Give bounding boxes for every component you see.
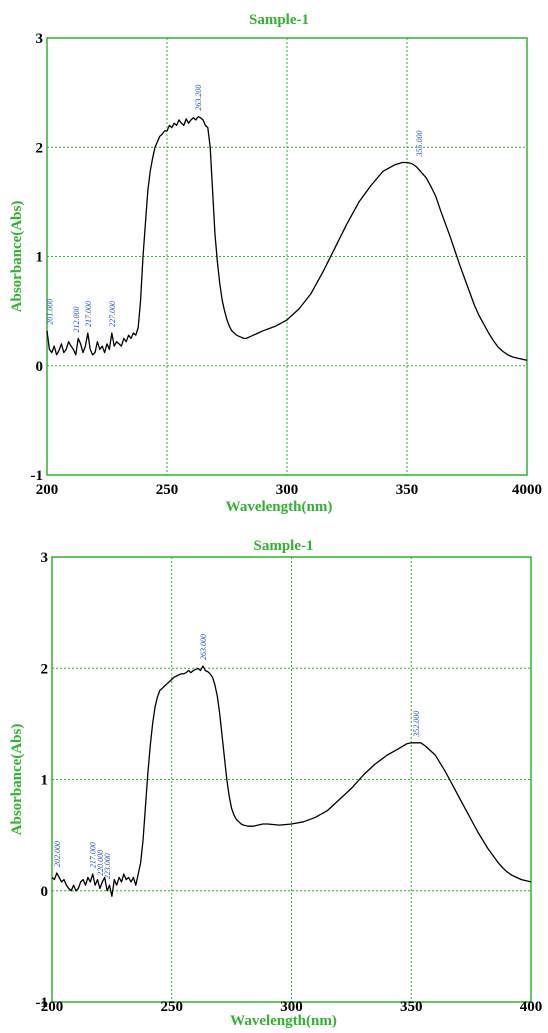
y-tick-label: 2 — [36, 140, 44, 156]
peak-label: 355.000 — [415, 131, 424, 158]
peak-label: 263.000 — [199, 634, 208, 660]
x-tick-label: 250 — [161, 999, 184, 1015]
y-tick-label: 3 — [36, 31, 44, 47]
y-tick-label: 2 — [41, 661, 49, 677]
chart-title: Sample-1 — [249, 12, 309, 28]
x-tick-label: 300 — [280, 999, 303, 1015]
plot-frame — [46, 37, 528, 476]
y-tick-label: -1 — [36, 995, 49, 1011]
y-tick-label: 3 — [41, 550, 49, 566]
plot-frame — [51, 556, 532, 1003]
y-tick-label: 0 — [41, 884, 49, 900]
x-tick-label: 400 — [520, 999, 543, 1015]
y-axis-label: Absorbance(Abs) — [9, 724, 25, 836]
peak-label: 227.000 — [108, 301, 117, 327]
y-tick-label: 1 — [41, 773, 49, 789]
y-axis-label: Absorbance(Abs) — [9, 201, 25, 313]
peak-label: 223.000 — [103, 853, 112, 879]
x-tick-label: 300 — [276, 482, 299, 498]
spectrum-line — [46, 116, 528, 361]
peak-label: 202.000 — [53, 841, 62, 867]
x-tick-label: 250 — [156, 482, 179, 498]
x-tick-label: 200 — [36, 482, 59, 498]
peak-label: 352.000 — [412, 711, 421, 738]
peak-label: 217.000 — [84, 301, 93, 327]
chart-title: Sample-1 — [254, 538, 314, 554]
x-axis-label: Wavelength(nm) — [230, 1013, 337, 1029]
peak-label: 263.200 — [194, 85, 203, 111]
x-tick-label: 350 — [396, 482, 419, 498]
spectrum-line — [51, 665, 532, 897]
peak-label: 212.000 — [72, 306, 81, 332]
peak-label: 220.000 — [96, 850, 105, 876]
y-tick-label: 0 — [36, 359, 44, 375]
x-axis-label: Wavelength(nm) — [226, 499, 333, 515]
x-tick-label: 4000 — [512, 482, 542, 498]
x-tick-label: 200 — [41, 999, 64, 1015]
y-tick-label: -1 — [31, 468, 44, 484]
peak-label: 217.000 — [89, 842, 98, 868]
peak-label: 201.000 — [45, 299, 54, 325]
chart-panel-1: 201.000 212.000 217.000 227.000 263.200 355.0… — [9, 12, 542, 515]
y-tick-label: 1 — [36, 250, 44, 266]
x-tick-label: 350 — [400, 999, 423, 1015]
